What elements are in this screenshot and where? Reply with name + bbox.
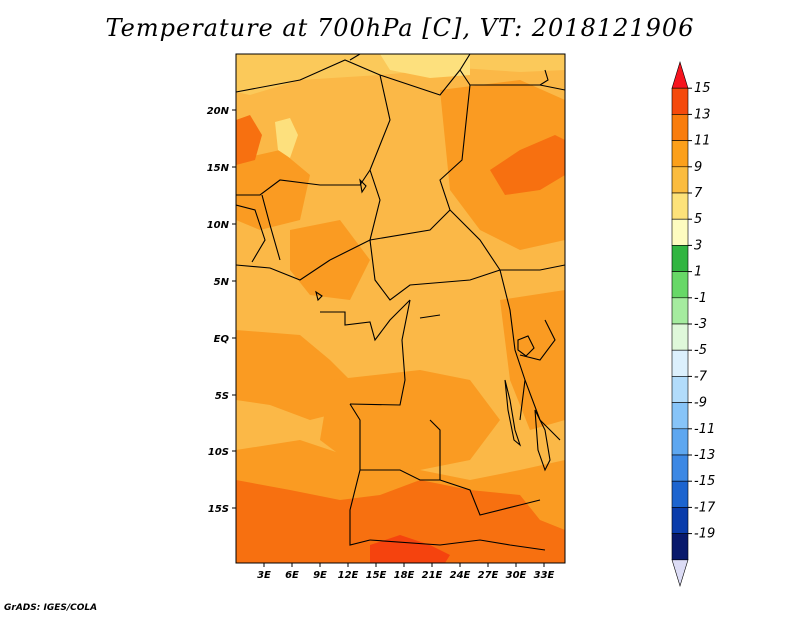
colorbar-cell: [671, 245, 689, 272]
lon-label: 9E: [313, 570, 327, 581]
hot-region-angola: [236, 480, 565, 563]
colorbar-cell: [671, 533, 689, 561]
pale-region-air: [275, 118, 298, 158]
lon-label: 24E: [450, 570, 471, 581]
hot-region-niger: [236, 115, 262, 165]
colorbar-cell: [671, 87, 689, 115]
colorbar-cell: [671, 297, 689, 325]
lakes: [315, 69, 551, 472]
colorbar-cell: [671, 323, 689, 351]
warm-region-lakes: [500, 290, 565, 430]
colorbar-cell: [671, 349, 689, 377]
colorbar-cell: [671, 428, 689, 456]
lat-label: 10S: [208, 447, 229, 458]
lon-label: 15E: [366, 570, 387, 581]
latitude-axis: 20N 15N 10N 5N EQ 5S 10S 15S: [207, 106, 236, 515]
lat-label: 5S: [215, 391, 229, 402]
lon-label: 27E: [478, 570, 499, 581]
colorbar-label: 11: [694, 134, 711, 149]
colorbar-cell: [671, 480, 689, 508]
hot-region-sudan: [490, 135, 565, 195]
pale-region-libya: [380, 54, 470, 78]
colorbar-label: -19: [694, 527, 715, 542]
map-frame: [235, 53, 566, 564]
lat-label: EQ: [214, 334, 230, 345]
colorbar-cell: [671, 140, 689, 168]
grads-credit: GrADS: IGES/COLA: [4, 603, 98, 613]
colorbar-label: 5: [694, 212, 702, 227]
colorbar-top-arrow: [671, 60, 689, 89]
lon-label: 18E: [394, 570, 415, 581]
country-borders: [236, 54, 565, 551]
colorbar: 15 13 11 9 7 5 3 1 -1 -3 -5 -7 -9 -11 -13 -15 -17 -19: [671, 60, 716, 588]
lon-label: 3E: [257, 570, 271, 581]
colorbar-label: 7: [694, 186, 703, 201]
lat-label: 5N: [214, 277, 230, 288]
colorbar-cell: [671, 114, 689, 141]
colorbar-label: 9: [694, 160, 702, 175]
warm-region-congo: [320, 370, 500, 470]
colorbar-label: -13: [694, 448, 715, 463]
colorbar-cell: [671, 192, 689, 220]
colorbar-cell: [671, 376, 689, 403]
lat-label: 10N: [207, 220, 230, 231]
colorbar-label: 13: [694, 107, 711, 122]
lon-label: 33E: [534, 570, 555, 581]
temperature-field: [236, 54, 565, 563]
longitude-axis: 3E 6E 9E 12E 15E 18E 21E 24E 27E 30E 33E: [257, 563, 555, 581]
colorbar-label: -11: [694, 422, 715, 437]
lat-label: 20N: [207, 106, 230, 117]
colorbar-label: 1: [694, 265, 702, 280]
colorbar-label: -5: [694, 343, 707, 358]
map-title: Temperature at 700hPa [C], VT: 201812190…: [105, 14, 695, 42]
colorbar-label: -17: [694, 500, 716, 515]
lat-label: 15S: [208, 504, 229, 515]
colorbar-cell: [671, 402, 689, 430]
colorbar-cell: [671, 454, 689, 482]
colorbar-label: -7: [694, 369, 708, 384]
cool-region-north: [236, 54, 565, 95]
lat-label: 15N: [207, 163, 230, 174]
colorbar-bottom-arrow: [671, 559, 689, 588]
lon-label: 6E: [285, 570, 299, 581]
colorbar-label: -1: [694, 291, 707, 306]
hottest-region-namibia: [370, 535, 450, 563]
lon-label: 12E: [338, 570, 359, 581]
colorbar-label: -9: [694, 396, 707, 411]
colorbar-label: 15: [694, 81, 711, 96]
colorbar-label: -15: [694, 474, 715, 489]
colorbar-cell: [671, 166, 689, 194]
colorbar-label: 3: [694, 238, 702, 253]
lon-label: 21E: [422, 570, 443, 581]
colorbar-cell: [671, 507, 689, 534]
colorbar-cell: [671, 218, 689, 246]
colorbar-cell: [671, 271, 689, 299]
colorbar-label: -3: [694, 317, 707, 332]
lon-label: 30E: [506, 570, 527, 581]
